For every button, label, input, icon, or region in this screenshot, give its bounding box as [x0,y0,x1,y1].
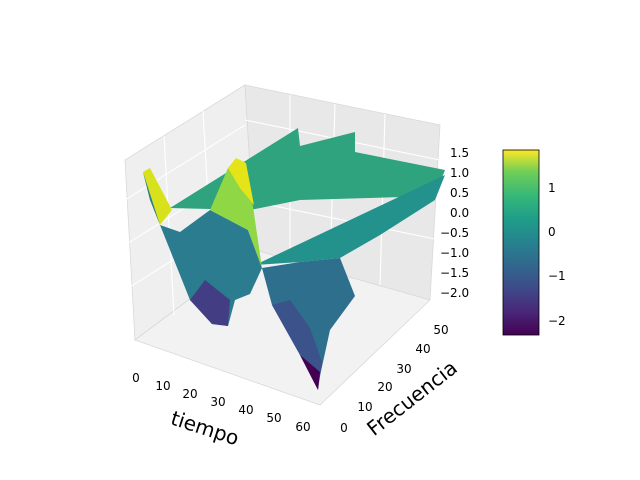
surface-left-basin [143,172,262,326]
y-tick-label: 0 [340,421,348,435]
y-axis-ticks: 0 10 20 30 40 50 [340,323,448,435]
colorbar-tick-label: 1 [548,181,556,195]
z-tick-label: 1.0 [450,166,469,180]
surface-left-peak [143,168,172,225]
x-tick-label: 60 [295,420,310,434]
z-tick-label: 0.0 [450,206,469,220]
surface-valley-floor [300,355,320,390]
z-tick-label: −1.5 [440,266,469,280]
x-axis-title: tiempo [168,406,242,450]
z-tick-label: −2.0 [440,286,469,300]
surface-plot [143,128,445,390]
surface-left-trough [190,280,230,326]
x-tick-label: 20 [182,387,197,401]
colorbar: 1 0 −1 −2 [502,149,566,336]
x-tick-label: 10 [155,379,170,393]
colorbar-gradient [502,149,540,336]
y-tick-label: 50 [433,323,448,337]
colorbar-tick-label: −1 [548,269,566,283]
y-tick-label: 40 [415,342,430,356]
grid-line [163,135,175,316]
x-tick-label: 40 [238,403,253,417]
x-tick-label: 0 [132,371,140,385]
grid-line [124,124,246,201]
grid-line [244,199,441,241]
y-tick-label: 30 [396,362,411,376]
colorbar-tick-label: 0 [548,225,556,239]
grid-line [379,113,386,286]
surface-middle-ridge-top [228,158,254,205]
surface-right-slope [255,175,445,265]
z-axis-ticks: 1.5 1.0 0.5 0.0 −0.5 −1.0 −1.5 −2.0 [440,146,469,300]
y-axis-title: Frecuencia [362,355,462,440]
y-tick-label: 20 [377,380,392,394]
colorbar-tick-label: −2 [548,314,566,328]
x-tick-label: 30 [210,395,225,409]
x-axis-ticks: 0 10 20 30 40 50 60 [132,371,310,434]
z-tick-label: 1.5 [450,146,469,160]
surface-channel [262,258,355,385]
y-tick-label: 10 [357,400,372,414]
x-tick-label: 50 [266,411,281,425]
z-tick-label: −0.5 [440,226,469,240]
z-tick-label: −1.0 [440,246,469,260]
z-tick-label: 0.5 [450,186,469,200]
